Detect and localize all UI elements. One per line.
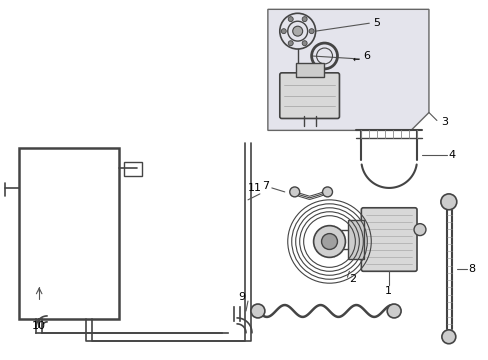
Text: 8: 8 [468, 264, 475, 274]
Text: 5: 5 [372, 18, 380, 28]
Text: 10: 10 [32, 321, 46, 331]
Text: ←: ← [352, 54, 359, 63]
Circle shape [313, 226, 345, 257]
Circle shape [292, 26, 302, 36]
Circle shape [287, 17, 293, 22]
Bar [19, 148, 119, 319]
Text: 4: 4 [448, 150, 455, 160]
Circle shape [321, 234, 337, 249]
Circle shape [302, 41, 306, 46]
Circle shape [281, 29, 285, 33]
Bar [295, 63, 323, 77]
Circle shape [440, 194, 456, 210]
Circle shape [441, 330, 455, 344]
Circle shape [302, 17, 306, 22]
FancyBboxPatch shape [279, 73, 339, 118]
Circle shape [322, 187, 332, 197]
Text: 3: 3 [440, 117, 447, 127]
Polygon shape [267, 9, 428, 130]
Text: 2: 2 [349, 274, 356, 284]
Bar [123, 162, 142, 176]
Bar [347, 220, 364, 260]
Circle shape [250, 304, 264, 318]
Circle shape [287, 41, 293, 46]
Text: 7: 7 [262, 181, 268, 191]
Circle shape [289, 187, 299, 197]
Text: 11: 11 [247, 183, 262, 193]
Circle shape [308, 29, 313, 33]
Text: 9: 9 [238, 292, 244, 302]
Circle shape [386, 304, 400, 318]
FancyBboxPatch shape [361, 208, 416, 271]
Text: 6: 6 [363, 51, 369, 61]
Circle shape [413, 224, 425, 235]
Text: 1: 1 [385, 286, 391, 296]
